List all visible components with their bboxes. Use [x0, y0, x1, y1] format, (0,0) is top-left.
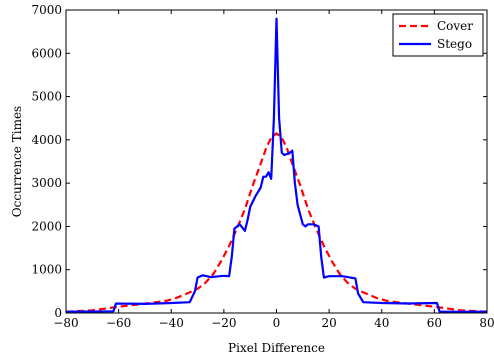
y-tick-label: 4000	[31, 133, 62, 147]
x-axis: −80 −60 −40 −20 0 20 40 60 80	[53, 10, 494, 330]
x-tick-label: 0	[273, 316, 281, 330]
y-tick-label: 3000	[31, 176, 62, 190]
y-tick-label: 5000	[31, 90, 62, 104]
y-axis-label: Occurrence Times	[10, 106, 24, 217]
x-tick-label: 60	[427, 316, 442, 330]
legend-label-stego: Stego	[437, 37, 472, 51]
x-tick-label: 20	[321, 316, 336, 330]
y-tick-label: 0	[54, 306, 62, 320]
plot-lines	[65, 17, 488, 313]
y-tick-label: 2000	[31, 219, 62, 233]
legend-box	[392, 13, 484, 57]
x-tick-label: −20	[211, 316, 236, 330]
y-axis: 0 1000 2000 3000 4000 5000 6000 7000	[31, 3, 487, 320]
y-tick-label: 7000	[31, 3, 62, 17]
x-tick-label: −40	[159, 316, 184, 330]
x-tick-label: −60	[106, 316, 131, 330]
x-tick-label: 40	[374, 316, 389, 330]
y-tick-label: 1000	[31, 263, 62, 277]
series-cover-line	[65, 132, 488, 313]
series-stego-line	[65, 17, 487, 313]
legend-label-cover: Cover	[437, 19, 473, 33]
x-tick-label: 80	[479, 316, 494, 330]
x-tick-label: −80	[53, 316, 78, 330]
x-axis-label: Pixel Difference	[228, 341, 325, 355]
y-tick-label: 6000	[31, 46, 62, 60]
legend: Cover Stego	[392, 13, 484, 57]
